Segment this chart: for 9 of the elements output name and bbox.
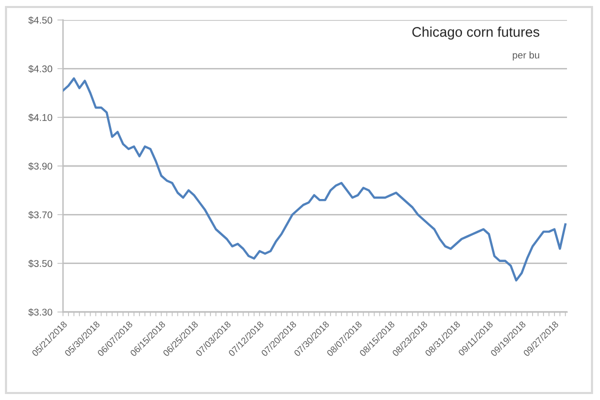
y-tick-label: $4.30	[28, 64, 52, 73]
y-tick-label: $3.50	[28, 260, 52, 268]
y-tick-label: $3.70	[28, 210, 52, 219]
text: per bu	[512, 51, 540, 60]
y-tick-label: $4.50	[28, 16, 52, 24]
chart-title: Chicago corn futures	[412, 26, 540, 40]
y-tick-label: $3.30	[28, 308, 52, 316]
y-tick-label: $4.10	[28, 114, 52, 122]
y-tick-label: $3.90	[28, 162, 52, 170]
